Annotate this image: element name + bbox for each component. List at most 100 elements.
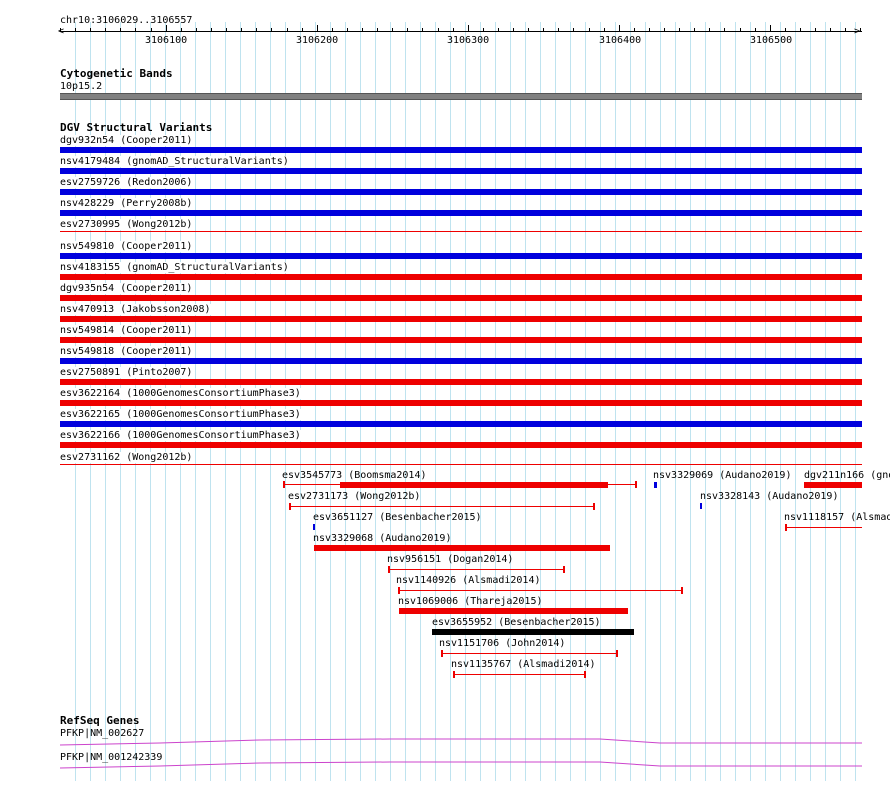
dgv-feature-bar[interactable]	[314, 545, 610, 551]
dgv-feature-label[interactable]: nsv3329069 (Audano2019)	[653, 470, 792, 481]
dgv-feature-bar[interactable]	[804, 482, 862, 488]
ruler-tick	[589, 28, 590, 32]
cytoband-label: 10p15.2	[60, 81, 103, 92]
dgv-variant-bar[interactable]	[60, 316, 862, 322]
dgv-variant-bar[interactable]	[60, 442, 862, 448]
dgv-feature-bar[interactable]	[399, 608, 628, 614]
ruler-tick	[498, 28, 499, 32]
ruler-tick	[407, 28, 408, 32]
dgv-feature-label[interactable]: esv3651127 (Besenbacher2015)	[313, 512, 482, 523]
dgv-row-label[interactable]: esv3622165 (1000GenomesConsortiumPhase3)	[60, 409, 301, 420]
dgv-feature-label[interactable]: nsv1140926 (Alsmadi2014)	[396, 575, 541, 586]
dgv-feature-line[interactable]	[453, 674, 585, 675]
dgv-variant-bar[interactable]	[60, 274, 862, 280]
dgv-row-label[interactable]: esv3622164 (1000GenomesConsortiumPhase3)	[60, 388, 301, 399]
dgv-row-label[interactable]: nsv4183155 (gnomAD_StructuralVariants)	[60, 262, 289, 273]
ruler-tick	[362, 28, 363, 32]
dgv-feature-label[interactable]: nsv1135767 (Alsmadi2014)	[451, 659, 596, 670]
ruler-tick	[135, 28, 136, 32]
dgv-feature-end-tick	[616, 650, 618, 657]
dgv-row-label[interactable]: esv2731162 (Wong2012b)	[60, 452, 193, 463]
dgv-row-label[interactable]: dgv935n54 (Cooper2011)	[60, 283, 193, 294]
dgv-feature-label[interactable]: nsv1118157 (Alsmadi	[784, 512, 890, 523]
dgv-row-label[interactable]: esv2759726 (Redon2006)	[60, 177, 193, 188]
dgv-variant-bar[interactable]	[60, 168, 862, 174]
dgv-track-title[interactable]: DGV Structural Variants	[60, 121, 213, 134]
dgv-variant-bar[interactable]	[60, 189, 862, 195]
dgv-row-label[interactable]: esv2730995 (Wong2012b)	[60, 219, 193, 230]
dgv-row-label[interactable]: esv3622166 (1000GenomesConsortiumPhase3)	[60, 430, 301, 441]
dgv-variant-bar[interactable]	[60, 295, 862, 301]
ruler-tick	[60, 28, 61, 32]
dgv-feature-label[interactable]: nsv1069006 (Thareja2015)	[398, 596, 543, 607]
ruler-tick	[694, 28, 695, 32]
dgv-feature-label[interactable]: nsv3329068 (Audano2019)	[313, 533, 452, 544]
refseq-gene-label-2[interactable]: PFKP|NM_001242339	[60, 752, 163, 763]
dgv-variant-bar[interactable]	[60, 337, 862, 343]
refseq-gene-track-1[interactable]	[60, 735, 862, 765]
ruler-position-label: chr10:3106029..3106557	[60, 15, 193, 26]
dgv-feature-line[interactable]	[785, 527, 862, 528]
dgv-row-label[interactable]: nsv4179484 (gnomAD_StructuralVariants)	[60, 156, 289, 167]
dgv-variant-bar[interactable]	[60, 400, 862, 406]
dgv-row-label[interactable]: nsv549818 (Cooper2011)	[60, 346, 193, 357]
dgv-feature-label[interactable]: esv3545773 (Boomsma2014)	[282, 470, 427, 481]
dgv-row-label[interactable]: nsv549814 (Cooper2011)	[60, 325, 193, 336]
dgv-feature-label[interactable]: nsv3328143 (Audano2019)	[700, 491, 839, 502]
dgv-row-label[interactable]: nsv549810 (Cooper2011)	[60, 241, 193, 252]
dgv-row-label[interactable]: esv2750891 (Pinto2007)	[60, 367, 193, 378]
dgv-feature-line[interactable]	[289, 506, 594, 507]
dgv-feature-label[interactable]: nsv1151706 (John2014)	[439, 638, 566, 649]
dgv-feature-line[interactable]	[398, 590, 682, 591]
dgv-feature-label[interactable]: dgv211n166 (gno	[804, 470, 890, 481]
ruler-tick	[271, 28, 272, 32]
dgv-variant-line[interactable]	[60, 231, 862, 232]
dgv-row-label[interactable]: nsv428229 (Perry2008b)	[60, 198, 193, 209]
dgv-feature-end-tick	[289, 503, 291, 510]
ruler-tick	[347, 28, 348, 32]
dgv-row-label[interactable]: nsv470913 (Jakobsson2008)	[60, 304, 211, 315]
ruler-tick	[105, 28, 106, 32]
cytoband-bar[interactable]	[60, 93, 862, 100]
ruler-tick	[558, 28, 559, 32]
ruler-tick-label: 3106500	[750, 35, 793, 46]
dgv-feature-line[interactable]	[388, 569, 564, 570]
dgv-feature-bar[interactable]	[432, 629, 634, 635]
dgv-variant-line[interactable]	[60, 464, 862, 465]
ruler-tick	[468, 25, 469, 32]
dgv-variant-bar[interactable]	[60, 421, 862, 427]
dgv-variant-bar[interactable]	[60, 358, 862, 364]
refseq-track-title[interactable]: RefSeq Genes	[60, 714, 140, 727]
ruler-tick	[860, 28, 861, 32]
dgv-feature-end-tick	[785, 524, 787, 531]
dgv-feature-end-tick	[441, 650, 443, 657]
ruler-tick	[528, 28, 529, 32]
dgv-row-label[interactable]: dgv932n54 (Cooper2011)	[60, 135, 193, 146]
dgv-variant-bar[interactable]	[60, 210, 862, 216]
gene-line-2	[60, 761, 862, 769]
refseq-gene-track-2[interactable]	[60, 758, 862, 788]
dgv-feature-end-tick	[563, 566, 565, 573]
dgv-feature-bar[interactable]	[654, 482, 657, 488]
ruler-tick	[679, 28, 680, 32]
dgv-feature-bar[interactable]	[340, 482, 608, 488]
dgv-feature-end-tick	[681, 587, 683, 594]
ruler-tick	[604, 28, 605, 32]
ruler-axis[interactable]	[60, 31, 862, 32]
dgv-variant-bar[interactable]	[60, 379, 862, 385]
ruler-tick	[151, 28, 152, 32]
refseq-gene-label[interactable]: PFKP|NM_002627	[60, 728, 145, 739]
ruler-tick	[287, 28, 288, 32]
ruler-tick	[815, 28, 816, 32]
ruler-left-arrow: <	[58, 26, 65, 37]
dgv-feature-label[interactable]: esv2731173 (Wong2012b)	[288, 491, 421, 502]
dgv-feature-label[interactable]: esv3655952 (Besenbacher2015)	[432, 617, 601, 628]
ruler-tick	[241, 28, 242, 32]
dgv-feature-bar[interactable]	[313, 524, 315, 530]
dgv-feature-line[interactable]	[441, 653, 617, 654]
dgv-variant-bar[interactable]	[60, 147, 862, 153]
cytoband-track-title[interactable]: Cytogenetic Bands	[60, 67, 173, 80]
dgv-variant-bar[interactable]	[60, 253, 862, 259]
dgv-feature-label[interactable]: nsv956151 (Dogan2014)	[387, 554, 514, 565]
dgv-feature-bar[interactable]	[700, 503, 702, 509]
